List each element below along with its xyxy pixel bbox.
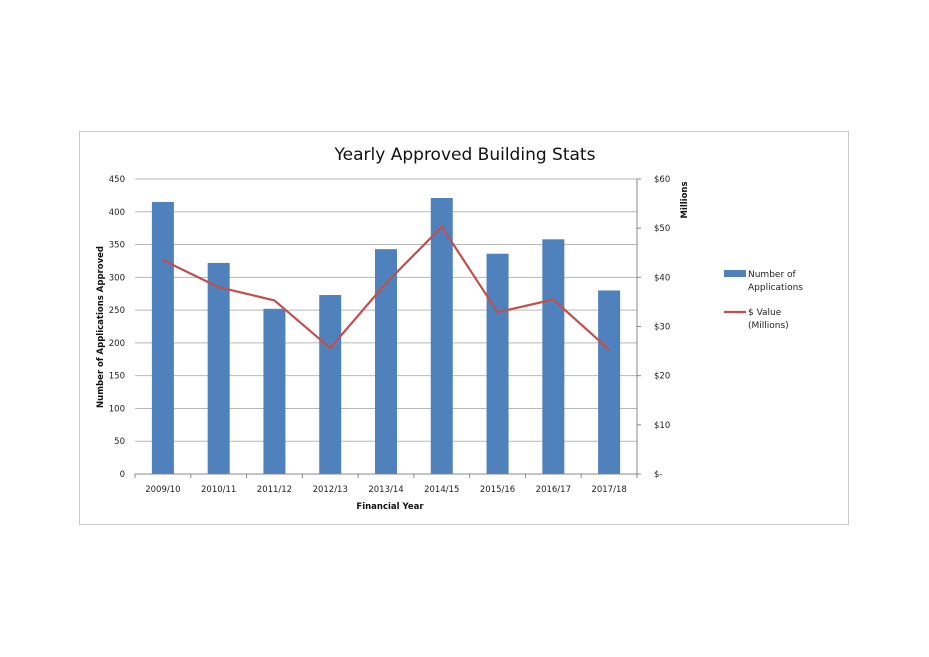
chart-frame: 0 50 100 150 200 250 300 350 400 450 $- $10 $20 $30 $4…	[79, 131, 849, 525]
legend: Number of Applications $ Value (Millions)	[724, 270, 803, 331]
x-tick-label: 2014/15	[424, 485, 459, 495]
y-axis-title: Number of Applications Approved	[96, 246, 106, 408]
tick-labels: 0 50 100 150 200 250 300 350 400 450 $- $10 $20 $30 $4…	[109, 175, 670, 495]
x-tick-label: 2011/12	[257, 485, 292, 495]
bar	[375, 249, 397, 474]
y-tick-label: 450	[109, 175, 125, 185]
line-point	[217, 286, 220, 288]
y2-tick-label: $20	[654, 372, 670, 382]
y2-tick-label: $30	[654, 323, 670, 333]
bar	[598, 290, 621, 474]
bar	[151, 201, 174, 474]
y-tick-label: 200	[109, 339, 125, 349]
y2-tick-label: $60	[654, 175, 670, 185]
x-tick-label: 2013/14	[368, 485, 403, 495]
y-tick-label: 0	[120, 470, 125, 480]
legend-label-value: (Millions)	[748, 321, 789, 331]
line-point	[440, 225, 443, 228]
bar	[430, 198, 453, 474]
bar	[486, 253, 509, 474]
y2-tick-label: $50	[654, 224, 670, 234]
bar	[319, 295, 342, 474]
chart-title: Yearly Approved Building Stats	[334, 145, 596, 165]
y-tick-label: 250	[109, 306, 125, 316]
y-tick-label: 400	[109, 208, 125, 218]
y-tick-label: 100	[109, 404, 125, 414]
x-axis-title: Financial Year	[356, 502, 424, 512]
line-point	[496, 311, 499, 314]
bar	[263, 308, 286, 474]
legend-label-value: $ Value	[748, 308, 782, 318]
y2-tick-label: $-	[654, 470, 662, 480]
x-tick-label: 2010/11	[201, 485, 236, 495]
y-tick-label: 300	[109, 273, 125, 283]
x-tick-label: 2012/13	[313, 485, 348, 495]
x-tick-label: 2015/16	[480, 485, 515, 495]
line-point	[162, 259, 164, 261]
bar	[207, 262, 230, 474]
x-tick-label: 2009/10	[145, 485, 180, 495]
y-tick-label: 150	[109, 372, 125, 382]
line-point	[273, 299, 276, 302]
line-series	[162, 225, 610, 351]
x-tick-label: 2016/17	[536, 485, 571, 495]
chart-svg: 0 50 100 150 200 250 300 350 400 450 $- $10 $20 $30 $4…	[96, 145, 803, 512]
bar-series	[151, 198, 621, 474]
y2-tick-label: $40	[654, 273, 670, 283]
x-tick-label: 2017/18	[591, 485, 626, 495]
y-tick-label: 350	[109, 241, 125, 251]
y2-axis-title: Millions	[680, 181, 690, 218]
line-point	[552, 298, 555, 301]
legend-label-applications: Number of	[748, 270, 797, 280]
y-tick-label: 50	[114, 437, 125, 447]
line-point	[608, 348, 610, 351]
legend-label-applications: Applications	[748, 283, 803, 293]
line-point	[329, 347, 332, 349]
line-point	[385, 282, 387, 285]
legend-swatch-applications	[724, 270, 746, 277]
y2-tick-label: $10	[654, 421, 670, 431]
axes	[134, 178, 641, 478]
bar	[542, 239, 565, 474]
